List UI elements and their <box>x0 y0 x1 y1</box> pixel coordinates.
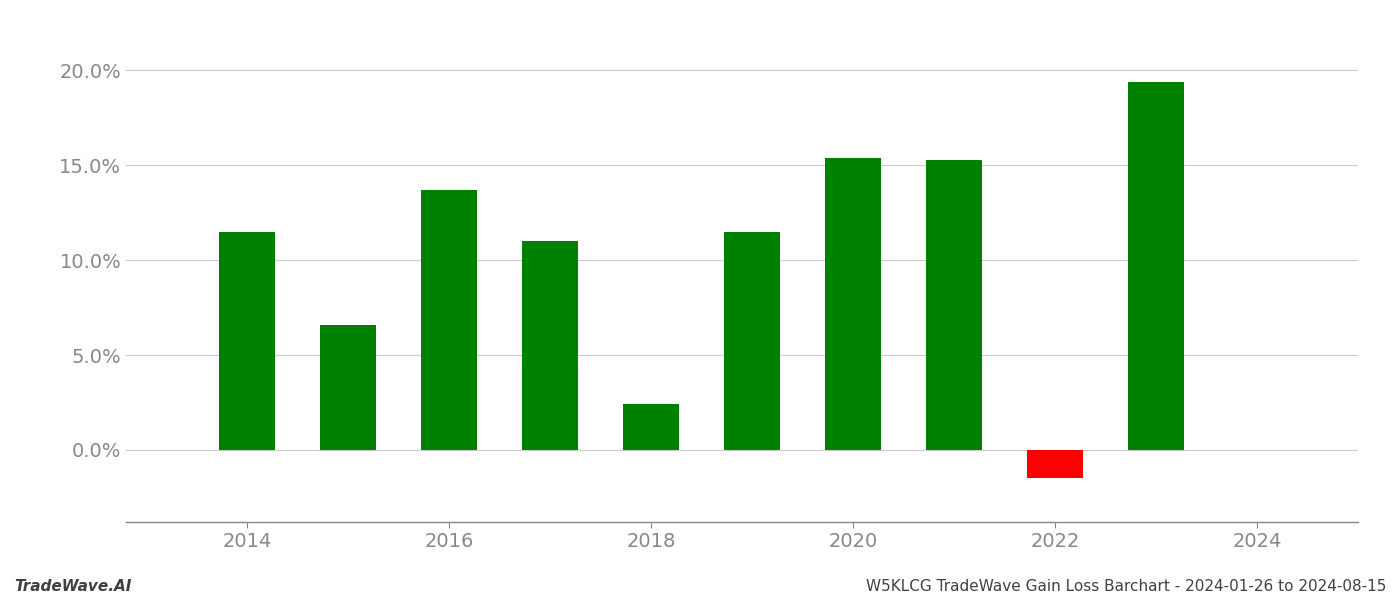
Bar <box>1028 450 1082 478</box>
Bar <box>927 160 981 450</box>
Text: TradeWave.AI: TradeWave.AI <box>14 579 132 594</box>
Bar <box>321 325 377 450</box>
Bar <box>1128 82 1184 450</box>
Bar <box>724 232 780 450</box>
Bar <box>826 158 881 450</box>
Bar <box>522 241 578 450</box>
Text: W5KLCG TradeWave Gain Loss Barchart - 2024-01-26 to 2024-08-15: W5KLCG TradeWave Gain Loss Barchart - 20… <box>865 579 1386 594</box>
Bar <box>623 404 679 450</box>
Bar <box>421 190 477 450</box>
Bar <box>220 232 274 450</box>
